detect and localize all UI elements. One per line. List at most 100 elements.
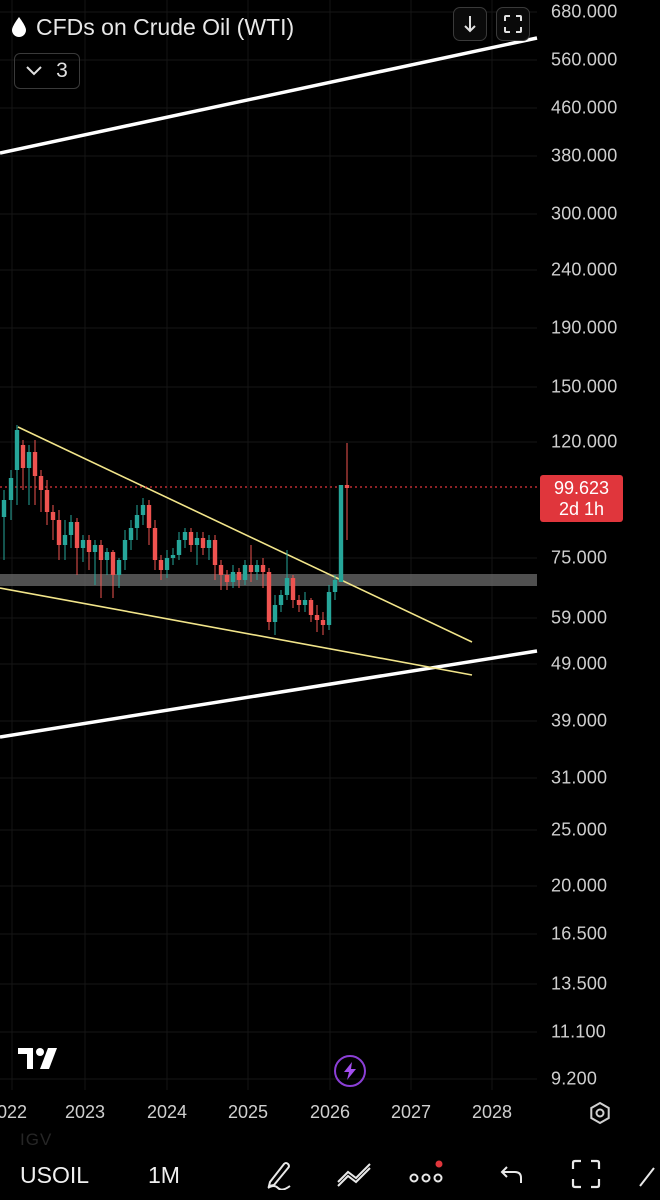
candles-group (1, 425, 350, 635)
price-axis-label: 120.000 (551, 431, 618, 452)
interval-button[interactable]: 1M (148, 1162, 180, 1188)
candle-body (290, 578, 296, 600)
candle-body (20, 445, 26, 468)
draw-pen-icon (267, 1162, 291, 1190)
candle-body (44, 490, 50, 512)
candle-body (1, 500, 7, 517)
candle-body (110, 552, 116, 575)
candle-body (230, 572, 236, 582)
fullscreen-corners-icon (571, 1159, 601, 1189)
more-button[interactable] (408, 1156, 444, 1192)
current-price-badge: 99.623 2d 1h (540, 475, 623, 522)
price-axis-label: 11.100 (551, 1021, 606, 1042)
candle-body (218, 565, 224, 575)
candle-body (308, 600, 314, 615)
chevron-down-icon (26, 66, 42, 76)
price-axis-label: 16.500 (551, 923, 608, 944)
candle-body (272, 605, 278, 622)
candle-body (56, 520, 62, 545)
price-axis-label: 560.000 (551, 49, 618, 70)
candle-body (38, 476, 44, 490)
arrow-down-icon (464, 16, 476, 33)
symbol-title: CFDs on Crude Oil (WTI) (36, 13, 295, 40)
candle-body (320, 620, 326, 625)
candle-body (176, 540, 182, 555)
time-axis-label: 2025 (227, 1102, 269, 1122)
candle-body (242, 565, 248, 580)
candle-body (236, 572, 242, 580)
time-axis-label: 022 (0, 1102, 28, 1122)
undo-button[interactable] (494, 1156, 530, 1192)
candle-body (92, 545, 98, 552)
tradingview-logo (18, 1048, 57, 1069)
download-button[interactable] (453, 7, 487, 41)
candle-body (14, 430, 20, 470)
candle-body (152, 528, 158, 560)
candle-body (68, 522, 74, 535)
time-axis-label: 2027 (390, 1102, 432, 1122)
fullscreen-corners-button[interactable] (568, 1156, 604, 1192)
time-axis-label: 2023 (64, 1102, 106, 1122)
symbol-button[interactable]: USOIL (20, 1162, 90, 1188)
price-axis-label: 75.000 (551, 547, 608, 568)
candle-body (146, 505, 152, 528)
candle-body (260, 565, 266, 572)
candle-body (32, 452, 38, 476)
oil-drop-icon (12, 17, 26, 37)
symbol-title-bar[interactable]: CFDs on Crude Oil (WTI) (10, 8, 440, 46)
candle-body (128, 528, 134, 540)
price-axis-label: 39.000 (551, 710, 608, 731)
upper-channel-trendline (0, 36, 538, 155)
indicators-collapse-button[interactable]: 3 (14, 53, 80, 89)
candle-body (8, 478, 14, 500)
candle-body (98, 545, 104, 560)
price-axis-label: 240.000 (551, 259, 618, 280)
candle-body (212, 540, 218, 565)
candle-body (224, 575, 230, 582)
candle-body (26, 452, 32, 468)
candle-body (254, 565, 260, 572)
candle-body (170, 555, 176, 558)
lower-channel-trendline (0, 649, 538, 739)
candle-body (50, 512, 56, 520)
price-axis-label: 13.500 (551, 973, 608, 994)
candle-body (332, 580, 338, 592)
candle-body (344, 485, 350, 488)
undo-icon (500, 1166, 522, 1183)
price-axis-label: 31.000 (551, 767, 608, 788)
candle-body (140, 505, 146, 515)
candle-body (104, 552, 110, 560)
candle-body (314, 615, 320, 620)
price-axis-label: 190.000 (551, 317, 618, 338)
price-axis-label: 300.000 (551, 203, 618, 224)
candle-body (188, 532, 194, 545)
candle-body (74, 522, 80, 548)
bottom-toolbar: USOIL 1M (0, 1148, 660, 1200)
draw-button[interactable] (262, 1156, 298, 1192)
fullscreen-button[interactable] (496, 7, 530, 41)
indicator-count: 3 (56, 59, 68, 82)
watermark-text: IGV (20, 1130, 53, 1149)
indicators-button[interactable] (336, 1156, 372, 1192)
time-axis-label: 2024 (146, 1102, 188, 1122)
current-price-value: 99.623 (553, 477, 610, 498)
candle-body (200, 538, 206, 548)
candle-countdown: 2d 1h (558, 498, 605, 519)
candle-body (338, 485, 344, 582)
price-axis-label: 20.000 (551, 875, 608, 896)
candle-body (194, 538, 200, 545)
price-axis-label: 380.000 (551, 145, 618, 166)
candle-body (164, 558, 170, 570)
candle-body (86, 540, 92, 552)
price-axis-label: 680.000 (551, 1, 618, 22)
gear-icon[interactable] (588, 1101, 612, 1125)
indicators-icon (337, 1163, 371, 1187)
flash-button[interactable] (334, 1055, 366, 1087)
candle-body (80, 540, 86, 548)
partial-edge-icon (639, 1167, 655, 1187)
candle-body (182, 532, 188, 540)
more-dots-icon (409, 1160, 443, 1183)
candle-body (266, 572, 272, 622)
price-axis-label: 460.000 (551, 97, 618, 118)
